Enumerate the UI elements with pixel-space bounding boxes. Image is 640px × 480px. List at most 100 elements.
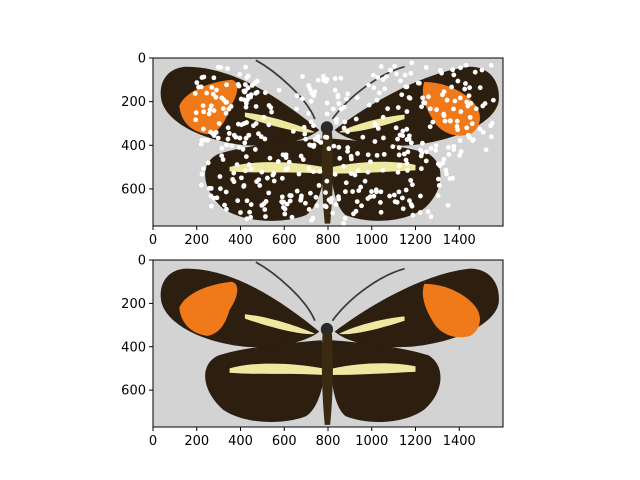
butterfly-image-bottom: [160, 261, 499, 425]
scatter-point: [400, 195, 405, 201]
scatter-point: [371, 193, 377, 199]
scatter-point: [369, 189, 374, 194]
scatter-point: [354, 199, 360, 204]
scatter-point: [234, 162, 240, 168]
scatter-point: [243, 168, 248, 174]
scatter-point: [395, 105, 401, 110]
scatter-point: [211, 75, 217, 81]
scatter-point: [262, 207, 268, 212]
scatter-point: [300, 74, 305, 79]
scatter-point: [477, 126, 483, 132]
scatter-point: [360, 134, 366, 140]
scatter-point: [237, 135, 243, 141]
scatter-point: [382, 86, 388, 92]
scatter-point: [380, 76, 386, 82]
scatter-point: [455, 78, 461, 84]
scatter-point: [468, 100, 474, 106]
scatter-point: [323, 190, 328, 195]
scatter-point: [229, 143, 235, 149]
scatter-point: [428, 145, 434, 151]
scatter-point: [479, 67, 485, 73]
x-tick-label: 800: [316, 233, 341, 248]
scatter-point: [311, 142, 317, 148]
scatter-point: [435, 193, 441, 198]
scatter-point: [395, 136, 400, 142]
scatter-point: [315, 77, 321, 83]
scatter-point: [242, 82, 248, 87]
scatter-point: [280, 152, 286, 158]
scatter-point: [467, 85, 473, 91]
scatter-point: [342, 119, 348, 125]
scatter-point: [391, 192, 397, 198]
scatter-point: [252, 147, 258, 152]
scatter-point: [262, 136, 268, 142]
scatter-point: [337, 155, 343, 161]
scatter-point: [209, 85, 215, 90]
scatter-point: [397, 132, 403, 138]
scatter-point: [218, 64, 224, 70]
scatter-point: [396, 189, 402, 195]
x-axis-bottom: 0 200 400 600 800 1000 1200 1400: [149, 427, 476, 449]
scatter-point: [342, 189, 348, 195]
scatter-point: [214, 87, 219, 93]
scatter-point: [470, 138, 476, 143]
x-axis-top: 0 200 400 600 800 1000 1200 1400: [149, 226, 476, 248]
scatter-point: [243, 64, 249, 70]
y-tick-label: 600: [121, 384, 146, 399]
scatter-point: [451, 72, 457, 78]
scatter-point: [398, 78, 403, 84]
x-tick-label: 600: [272, 233, 297, 248]
scatter-point: [303, 136, 309, 142]
scatter-point: [407, 198, 412, 204]
scatter-point: [480, 129, 486, 135]
scatter-point: [436, 176, 441, 182]
scatter-point: [331, 143, 337, 149]
scatter-point: [201, 166, 206, 172]
scatter-point: [427, 106, 433, 112]
scatter-point: [271, 178, 277, 184]
scatter-point: [445, 144, 451, 150]
scatter-point: [457, 152, 463, 158]
x-tick-label: 1400: [443, 233, 476, 248]
scatter-point: [269, 109, 274, 115]
scatter-point: [451, 106, 456, 112]
scatter-point: [441, 89, 447, 95]
scatter-point: [488, 62, 494, 68]
scatter-point: [223, 189, 229, 195]
scatter-point: [311, 169, 316, 175]
scatter-point: [404, 161, 410, 167]
scatter-point: [254, 179, 260, 185]
subplot-bottom: 0 200 400 600 800 1000 1200 1400 0 200 400 600: [121, 254, 504, 449]
scatter-point: [259, 169, 265, 175]
hindwing-right: [330, 340, 441, 423]
scatter-point: [245, 85, 251, 91]
scatter-point: [394, 199, 400, 205]
scatter-point: [373, 187, 379, 193]
scatter-point: [466, 93, 472, 99]
scatter-point: [267, 155, 273, 161]
scatter-point: [445, 202, 451, 208]
scatter-point: [306, 207, 312, 212]
scatter-point: [194, 80, 200, 86]
scatter-point: [333, 202, 339, 207]
scatter-point: [241, 184, 247, 189]
scatter-point: [473, 106, 479, 112]
scatter-point: [380, 167, 386, 173]
scatter-point: [221, 106, 226, 111]
scatter-point: [465, 132, 471, 138]
scatter-point: [219, 145, 225, 151]
scatter-point: [370, 72, 376, 78]
scatter-point: [314, 203, 320, 208]
scatter-point: [362, 178, 368, 184]
scatter-point: [458, 65, 463, 71]
scatter-point: [225, 66, 230, 72]
scatter-point: [424, 149, 430, 155]
scatter-point: [451, 147, 457, 152]
scatter-point: [406, 95, 412, 100]
scatter-point: [228, 104, 234, 109]
scatter-point: [437, 163, 443, 168]
scatter-point: [359, 203, 364, 209]
scatter-point: [434, 107, 439, 113]
x-tick-label: 1000: [355, 233, 388, 248]
scatter-point: [276, 87, 282, 93]
